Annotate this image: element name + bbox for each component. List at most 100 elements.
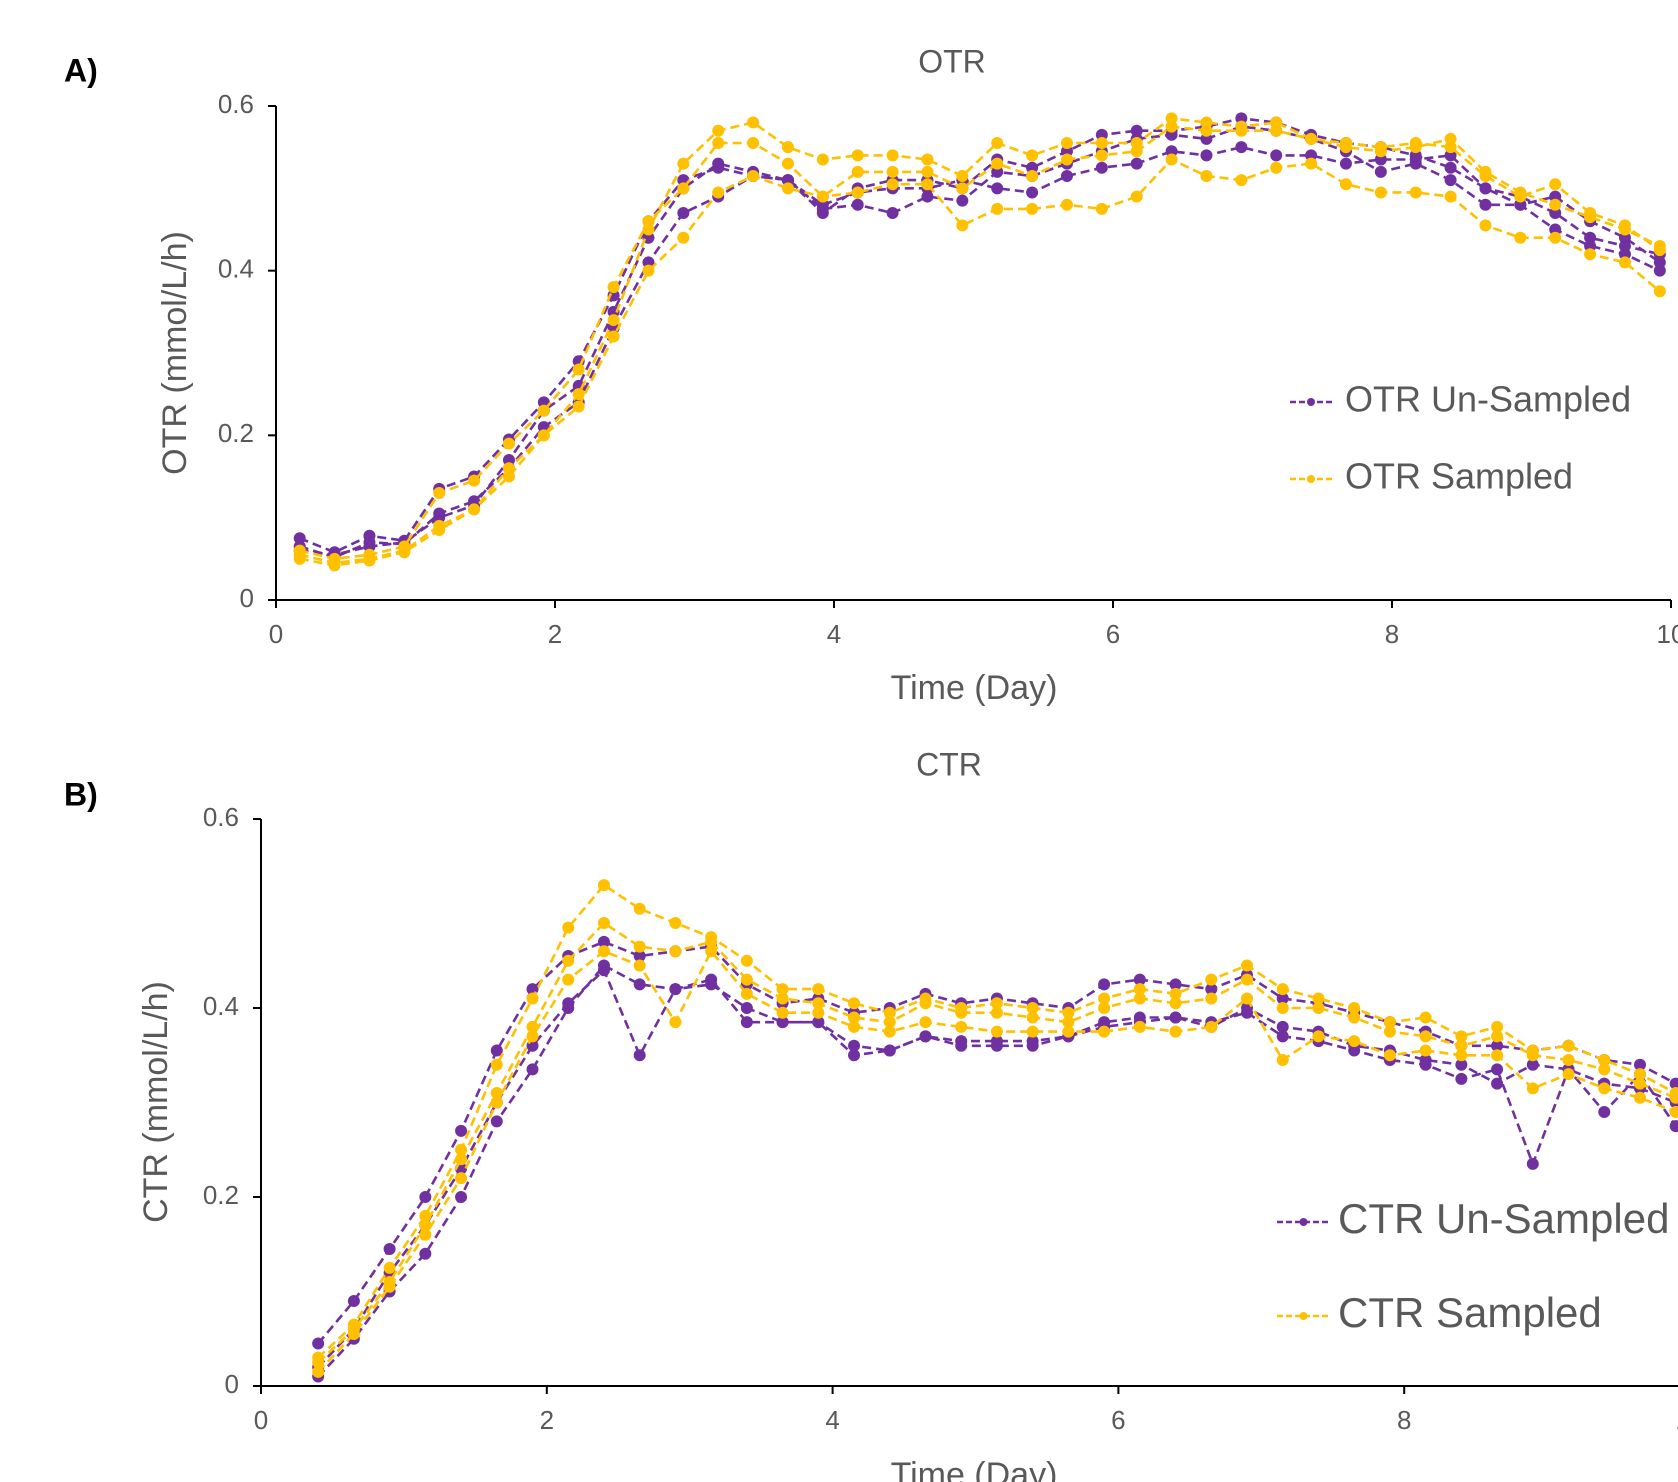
data-point [572,400,585,413]
data-point [1026,149,1039,162]
data-point [1270,161,1283,174]
data-point [1169,997,1182,1010]
data-point [812,1006,825,1019]
data-point [562,1002,575,1014]
data-point [1549,178,1562,191]
data-point [1026,1002,1039,1014]
data-point [1348,1035,1361,1048]
data-point [1514,186,1527,199]
data-point [502,470,515,483]
data-point [1133,983,1146,996]
x-axis-label: Time (Day) [891,669,1058,707]
data-point [776,1016,789,1029]
data-point [1095,149,1108,162]
data-point [1276,1020,1289,1033]
data-point [848,1020,861,1033]
legend-label: OTR Sampled [1345,456,1573,497]
data-point [1270,124,1283,137]
data-point [1130,190,1143,203]
data-point [1526,1049,1539,1062]
series-line [299,145,1661,557]
data-point [562,954,575,967]
data-point [1444,149,1457,162]
data-point [633,959,646,972]
data-point [1419,1053,1432,1066]
data-point [1409,153,1422,166]
data-point [1348,1011,1361,1024]
data-point [1491,1063,1504,1076]
data-point [419,1247,432,1260]
data-point [293,532,306,545]
data-point [1562,1053,1575,1066]
data-point [1669,1091,1678,1104]
data-point [1026,1035,1039,1048]
y-axis-label: OTR (mmol/L/h) [156,231,194,475]
data-point [990,1025,1003,1038]
data-point [1098,1002,1111,1014]
data-point [919,1030,932,1043]
data-point [490,1087,503,1100]
data-point [1026,169,1039,182]
data-point [956,182,969,195]
data-point [991,157,1004,170]
data-point [677,207,690,220]
data-point [1200,116,1213,129]
data-point [1060,153,1073,166]
data-point [1205,992,1218,1005]
data-point [1653,285,1666,298]
data-point [1312,992,1325,1005]
data-point [1098,978,1111,991]
data-point [812,997,825,1010]
data-point [1653,239,1666,252]
data-point [1305,157,1318,170]
y-tick-label: 0.6 [203,802,239,832]
data-point [1169,1011,1182,1024]
x-tick-label: 6 [1106,619,1120,649]
data-point [1598,1063,1611,1076]
data-point [537,429,550,442]
data-point [1241,973,1254,986]
data-point [1562,1039,1575,1052]
data-point [1165,153,1178,166]
data-point [347,1294,360,1307]
data-point [312,1337,325,1350]
data-point [1491,1020,1504,1033]
data-point [883,1016,896,1029]
data-point [1383,1025,1396,1038]
data-point [1276,1053,1289,1066]
data-point [781,174,794,187]
data-point [433,524,446,537]
data-point [955,1035,968,1048]
data-point [1305,132,1318,145]
data-point [607,330,620,343]
data-point [1419,1011,1432,1024]
data-point [781,141,794,154]
data-point [1444,174,1457,187]
data-point [1062,1025,1075,1038]
data-point [383,1242,396,1255]
data-point [1200,132,1213,145]
panel-label: B) [64,776,98,812]
series-line [317,967,1677,1368]
chart-title: CTR [916,746,982,782]
data-point [1479,182,1492,195]
x-tick-label: 6 [1111,1405,1125,1435]
data-point [642,264,655,277]
data-point [312,1356,325,1369]
data-point [502,437,515,450]
data-point [712,157,725,170]
data-point [1276,1030,1289,1043]
data-point [677,157,690,170]
data-point [1235,174,1248,187]
series-line [317,963,1677,1378]
data-point [1584,248,1597,261]
legend-label: OTR Un-Sampled [1345,379,1631,420]
data-point [1598,1105,1611,1118]
data-point [1491,1077,1504,1090]
data-point [490,1096,503,1109]
data-point [607,281,620,294]
x-axis-label: Time (Day) [891,1456,1058,1482]
data-point [455,1172,468,1185]
data-point [1562,1068,1575,1081]
data-point [669,983,682,996]
